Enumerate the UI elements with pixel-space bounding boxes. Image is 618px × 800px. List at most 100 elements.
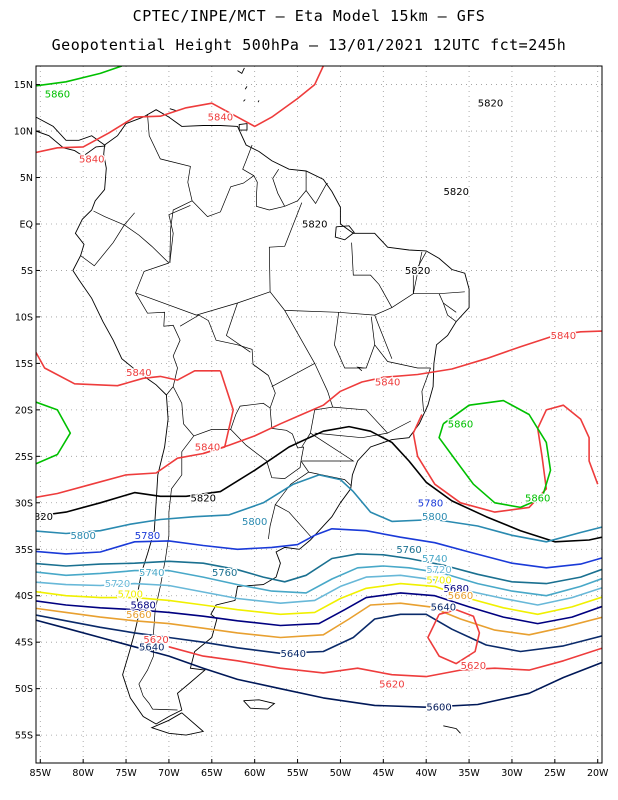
land-outline bbox=[179, 314, 276, 437]
lon-tick-label: 55W bbox=[287, 768, 309, 779]
land-outline bbox=[230, 429, 302, 479]
land-outline bbox=[80, 224, 170, 267]
contour-label: 5660 bbox=[448, 591, 473, 602]
contour-label: 5860 bbox=[525, 494, 550, 505]
contour-5840 bbox=[36, 66, 325, 154]
land-outline bbox=[191, 144, 255, 218]
land-outline bbox=[300, 460, 309, 473]
contour-label: 5820 bbox=[443, 187, 468, 198]
contour-5860 bbox=[36, 66, 123, 87]
land-outline bbox=[268, 202, 303, 292]
contour-5800 bbox=[36, 474, 602, 543]
lat-tick-label: 15N bbox=[14, 80, 33, 91]
land-outline bbox=[147, 114, 193, 264]
land-outline bbox=[243, 699, 276, 710]
contour-5840 bbox=[36, 350, 221, 387]
contour-5840 bbox=[202, 330, 602, 455]
lat-tick-label: 50S bbox=[15, 684, 33, 695]
land-outline bbox=[438, 293, 457, 313]
contour-label: 5620 bbox=[461, 661, 486, 672]
lat-tick-label: 10S bbox=[15, 312, 33, 323]
contour-label: 5860 bbox=[448, 419, 473, 430]
contour-label: 5680 bbox=[130, 601, 155, 612]
land-outline bbox=[374, 344, 431, 369]
lat-tick-label: 30S bbox=[15, 498, 33, 509]
contour-label: 5820 bbox=[191, 494, 216, 505]
map-frame bbox=[35, 65, 603, 764]
contour-label: 5760 bbox=[212, 568, 237, 579]
contour-label: 5620 bbox=[143, 635, 168, 646]
contour-label: 5780 bbox=[418, 498, 443, 509]
contour-5740 bbox=[36, 565, 602, 597]
land-outline bbox=[36, 130, 106, 157]
contour-label: 5820 bbox=[478, 99, 503, 110]
contour-label: 5840 bbox=[551, 331, 576, 342]
land-outline bbox=[334, 312, 376, 369]
land-outline bbox=[356, 366, 364, 372]
coastline-and-borders bbox=[36, 52, 470, 736]
land-outline bbox=[124, 212, 135, 226]
land-outline bbox=[169, 108, 176, 112]
map-subtitle: Geopotential Height 500hPa – 13/01/2021 … bbox=[51, 36, 567, 54]
land-outline bbox=[168, 205, 191, 264]
contour-5680 bbox=[36, 592, 602, 627]
land-outline bbox=[374, 314, 393, 359]
contour-label: 5780 bbox=[135, 531, 160, 542]
lon-tick-label: 70W bbox=[158, 768, 180, 779]
contour-label: 5660 bbox=[126, 610, 151, 621]
lat-tick-label: 45S bbox=[15, 638, 33, 649]
contour-label: 5840 bbox=[375, 377, 400, 388]
land-outline bbox=[252, 364, 269, 376]
contour-label: 5760 bbox=[396, 545, 421, 556]
lat-tick-label: 25S bbox=[15, 452, 33, 463]
contour-label: 5800 bbox=[70, 531, 95, 542]
lon-tick-label: 80W bbox=[72, 768, 94, 779]
contour-5760 bbox=[36, 553, 602, 585]
land-outline bbox=[229, 56, 231, 58]
land-outline bbox=[271, 363, 315, 387]
lat-tick-label: 5S bbox=[21, 266, 33, 277]
contour-label: 5840 bbox=[195, 443, 220, 454]
contour-label: 5620 bbox=[379, 680, 404, 691]
graticule bbox=[36, 66, 602, 763]
contour-label: 5860 bbox=[45, 89, 70, 100]
lat-tick-label: 20S bbox=[15, 405, 33, 416]
contour-5700 bbox=[36, 582, 602, 616]
land-outline bbox=[98, 52, 116, 58]
land-outline bbox=[334, 225, 355, 241]
contour-label: 5640 bbox=[431, 602, 456, 613]
lon-tick-label: 60W bbox=[244, 768, 266, 779]
lon-tick-label: 40W bbox=[415, 768, 437, 779]
land-outline bbox=[243, 99, 246, 102]
contour-5620 bbox=[427, 608, 481, 665]
land-outline bbox=[274, 471, 312, 538]
land-outline bbox=[93, 210, 125, 226]
contour-label: 5720 bbox=[426, 565, 451, 576]
contour-label: 5740 bbox=[422, 554, 447, 565]
contour-5820 bbox=[36, 425, 602, 543]
contour-label: 5600 bbox=[426, 703, 451, 714]
land-outline bbox=[225, 302, 251, 353]
land-outline bbox=[442, 302, 457, 322]
contour-label: 5640 bbox=[281, 649, 306, 660]
land-outline bbox=[412, 251, 427, 294]
lon-tick-label: 20W bbox=[587, 768, 609, 779]
land-outline bbox=[253, 175, 307, 211]
contour-label: 5640 bbox=[139, 642, 164, 653]
contour-label: 5740 bbox=[139, 568, 164, 579]
land-outline bbox=[36, 66, 105, 146]
land-outline bbox=[351, 242, 393, 308]
land-outline bbox=[413, 291, 465, 295]
contour-label: 5840 bbox=[208, 113, 233, 124]
axis-ticks: 15N10N5NEQ5S10S15S20S25S30S35S40S45S50S5… bbox=[14, 80, 609, 779]
land-outline bbox=[72, 109, 470, 725]
contour-label: 5800 bbox=[242, 517, 267, 528]
contour-label: 5820 bbox=[28, 512, 53, 523]
contour-5640 bbox=[36, 613, 602, 655]
lon-tick-label: 75W bbox=[115, 768, 137, 779]
contour-label: 5720 bbox=[105, 579, 130, 590]
land-outline bbox=[150, 712, 205, 736]
lat-tick-label: 40S bbox=[15, 591, 33, 602]
lon-tick-label: 45W bbox=[373, 768, 395, 779]
